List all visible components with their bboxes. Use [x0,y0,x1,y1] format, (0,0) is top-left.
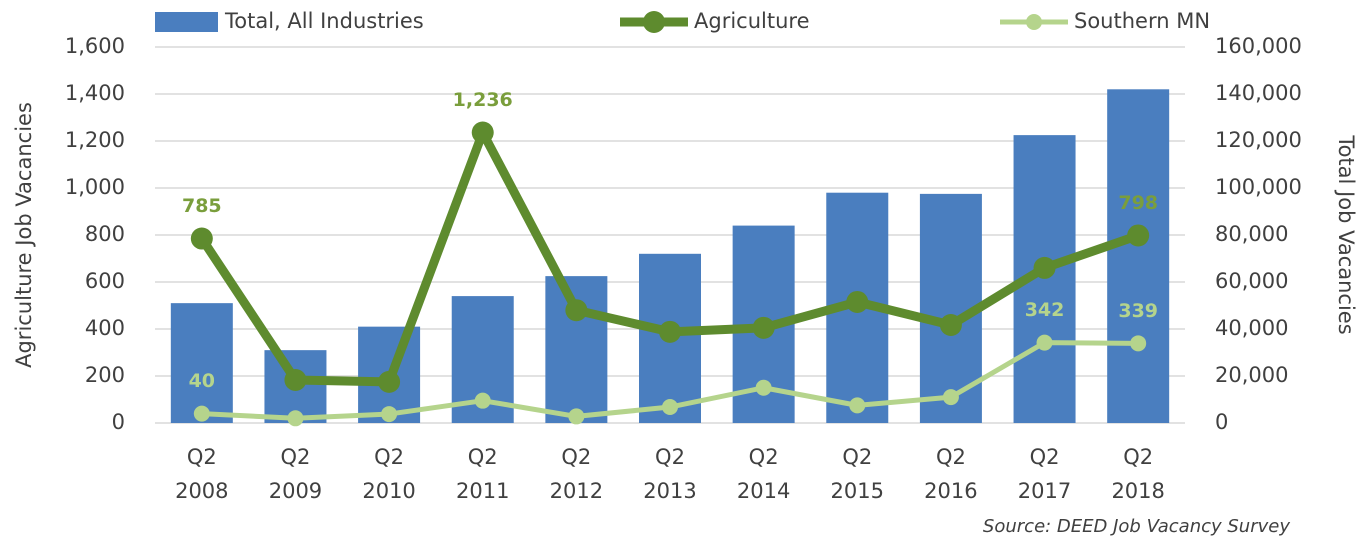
marker [752,316,775,339]
y-tick-label: 200 [85,363,125,387]
bar [170,303,233,423]
y2-tick-label: 60,000 [1215,269,1288,293]
marker [942,389,959,406]
y-tick-label: 400 [85,316,125,340]
marker [287,410,304,427]
marker [378,370,401,393]
data-label: 785 [182,195,222,217]
marker [849,397,866,414]
y-tick-label: 1,600 [65,34,125,58]
y2-tick-label: 140,000 [1215,81,1302,105]
data-label: 342 [1025,299,1065,321]
x-tick-label: Q2 2012 [549,445,604,503]
legend-marker [643,11,665,33]
data-label: 798 [1118,192,1158,214]
marker [474,392,491,409]
legend-marker [1026,14,1042,30]
x-tick-label: Q2 2017 [1017,445,1072,503]
legend-label: Southern MN [1074,9,1210,33]
source: Source: DEED Job Vacancy Survey [983,516,1290,537]
y2-axis-title: Total Job Vacancies [1334,134,1358,334]
x-tick-label: Q2 2011 [455,445,510,503]
y2-tick-label: 160,000 [1215,34,1302,58]
y2-tick-label: 20,000 [1215,363,1288,387]
marker [939,314,962,337]
bar [1107,89,1170,424]
marker [1130,335,1147,352]
y-tick-label: 800 [85,222,125,246]
legend-swatch [155,12,218,32]
y-axis-title: Agriculture Job Vacancies [12,102,36,368]
bar [545,276,608,423]
marker [381,406,398,423]
marker [659,320,681,343]
marker [190,227,213,250]
y-tick-label: 1,400 [65,81,125,105]
y-tick-label: 1,000 [65,175,125,199]
marker [662,399,678,416]
legend-label: Agriculture [694,9,810,33]
x-tick-label: Q2 2010 [362,445,416,503]
marker [755,379,772,396]
data-label: 1,236 [453,89,513,111]
y2-tick-label: 40,000 [1215,316,1288,340]
marker [565,299,588,322]
marker [284,368,307,391]
y2-tick-label: 0 [1215,410,1228,434]
data-label: 40 [189,370,215,392]
y2-tick-label: 100,000 [1215,175,1302,199]
marker [1127,224,1150,247]
x-tick-label: Q2 2016 [924,445,978,503]
y2-tick-label: 80,000 [1215,222,1288,246]
x-tick-label: Q2 2008 [175,445,229,503]
y-tick-label: 1,200 [65,128,125,152]
x-tick-label: Q2 2013 [643,445,697,503]
marker [1033,256,1056,279]
marker [193,405,210,422]
y2-tick-label: 120,000 [1215,128,1302,152]
y-tick-label: 0 [112,410,125,434]
marker [568,408,585,425]
marker [471,121,494,144]
x-tick-label: Q2 2018 [1111,445,1165,503]
legend-label: Total, All Industries [224,9,424,33]
x-tick-label: Q2 2014 [736,445,791,503]
y-tick-label: 600 [85,269,125,293]
x-tick-label: Q2 2009 [268,445,323,503]
x-tick-label: Q2 2015 [830,445,884,503]
marker [1036,334,1053,351]
data-label: 339 [1118,300,1158,322]
marker [846,290,869,313]
